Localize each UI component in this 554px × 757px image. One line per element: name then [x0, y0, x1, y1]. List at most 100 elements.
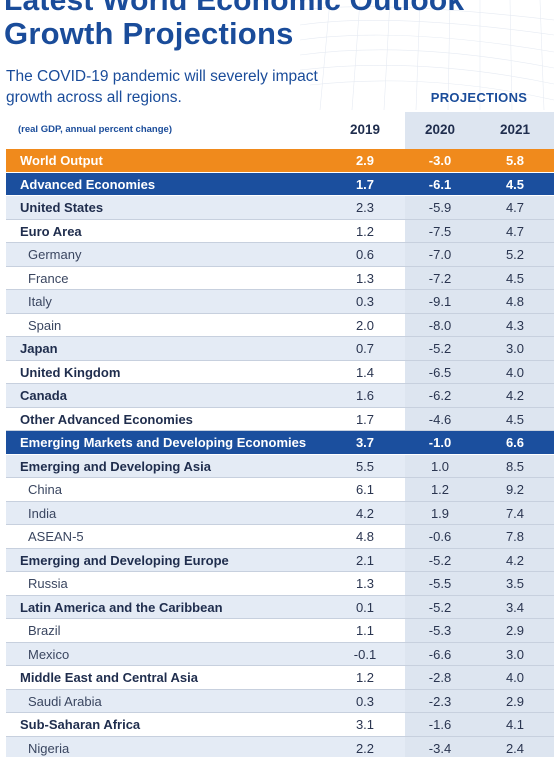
row-label: India [28, 505, 57, 521]
value-2020: -6.6 [428, 646, 452, 662]
value-2019: 0.6 [355, 247, 375, 262]
row-label: Nigeria [28, 740, 70, 756]
row-label: Sub-Saharan Africa [20, 717, 141, 732]
value-2021: 4.5 [505, 176, 525, 192]
value-2019: 1.6 [355, 388, 375, 403]
value-2020: -5.9 [428, 200, 452, 215]
row-label: Brazil [28, 623, 61, 638]
table-row: Latin America and the Caribbean 0.1 -5.2 3.… [6, 595, 554, 619]
table-row: Mexico -0.1 -6.6 3.0 [6, 642, 554, 666]
value-2021: 6.6 [505, 435, 525, 450]
value-2020: -7.2 [428, 270, 452, 286]
row-label: Saudi Arabia [28, 693, 102, 709]
value-2021: 2.9 [505, 693, 525, 709]
value-2019: 1.4 [355, 364, 375, 380]
table-row: World Output 2.9 -3.0 5.8 [6, 149, 554, 173]
value-2020: -8.0 [428, 317, 452, 333]
table-row: United Kingdom 1.4 -6.5 4.0 [6, 361, 554, 384]
row-label: Middle East and Central Asia [20, 670, 198, 685]
value-2021: 2.4 [505, 740, 525, 756]
value-2021: 3.4 [505, 599, 525, 615]
subtitle: The COVID-19 pandemic will severely impa… [6, 68, 318, 106]
column-header-2020: 2020 [424, 122, 456, 137]
value-2019: 1.7 [355, 176, 375, 192]
value-2020: -7.0 [428, 247, 452, 262]
value-2019: 4.2 [355, 505, 375, 521]
value-2020: -6.5 [428, 364, 452, 380]
value-2020: 1.9 [430, 505, 450, 521]
row-label: Emerging Markets and Developing Economie… [20, 435, 307, 450]
row-label: Mexico [28, 646, 70, 662]
value-2019: 2.3 [355, 200, 375, 215]
value-2019: 1.2 [355, 223, 375, 239]
value-2019: 2.0 [355, 317, 375, 333]
title-line-1: Latest World Economic Outlook [4, 0, 465, 17]
row-label: World Output [20, 153, 103, 168]
value-2019: 1.3 [355, 270, 375, 286]
value-2020: -6.1 [428, 176, 452, 192]
value-2019: 6.1 [355, 482, 375, 497]
value-2021: 9.2 [505, 482, 525, 497]
value-2020: -4.6 [428, 411, 452, 427]
table-row: Russia 1.3 -5.5 3.5 [6, 572, 554, 596]
value-2019: 1.3 [355, 576, 375, 591]
value-2019: 2.2 [355, 740, 375, 756]
value-2021: 4.3 [505, 317, 525, 333]
value-2019: 1.2 [355, 670, 375, 685]
value-2021: 3.0 [505, 646, 525, 662]
table-row: Spain 2.0 -8.0 4.3 [6, 314, 554, 337]
table-row: Japan 0.7 -5.2 3.0 [6, 337, 554, 361]
table-row: Germany 0.6 -7.0 5.2 [6, 243, 554, 267]
value-2019: 2.9 [355, 153, 375, 168]
value-2019: 3.7 [355, 435, 375, 450]
value-2020: -1.0 [428, 435, 452, 450]
table-row: Saudi Arabia 0.3 -2.3 2.9 [6, 689, 554, 713]
value-2019: 1.1 [355, 623, 375, 638]
row-label: Euro Area [20, 223, 82, 239]
value-2021: 4.2 [505, 388, 525, 403]
row-label: Japan [20, 341, 58, 356]
row-label: Advanced Economies [20, 176, 156, 192]
table-row: Advanced Economies 1.7 -6.1 4.5 [6, 172, 554, 196]
table-row: Sub-Saharan Africa 3.1 -1.6 4.1 [6, 713, 554, 737]
value-2020: -5.2 [428, 552, 452, 568]
value-2020: -0.6 [428, 529, 452, 544]
row-label: Russia [28, 576, 68, 591]
value-2021: 8.5 [505, 458, 525, 474]
value-2021: 5.2 [505, 247, 525, 262]
value-2021: 4.8 [505, 294, 525, 309]
value-2020: -1.6 [428, 717, 452, 732]
value-2020: -5.3 [428, 623, 452, 638]
value-2019: -0.1 [353, 646, 377, 662]
value-2019: 2.1 [355, 552, 375, 568]
value-2019: 0.3 [355, 693, 375, 709]
table-row: Euro Area 1.2 -7.5 4.7 [6, 220, 554, 243]
value-2021: 4.0 [505, 364, 525, 380]
value-2020: -5.5 [428, 576, 452, 591]
value-2021: 4.7 [505, 223, 525, 239]
value-2019: 0.3 [355, 294, 375, 309]
table-row: Other Advanced Economies 1.7 -4.6 4.5 [6, 408, 554, 431]
table-row: Italy 0.3 -9.1 4.8 [6, 290, 554, 314]
row-label: Emerging and Developing Asia [20, 458, 211, 474]
row-label: Canada [20, 388, 67, 403]
unit-note: (real GDP, annual percent change) [18, 124, 172, 135]
background-mesh-graphic [299, 0, 554, 111]
table-row: Emerging and Developing Asia 5.5 1.0 8.5 [6, 454, 554, 478]
table-row: Middle East and Central Asia 1.2 -2.8 4.0 [6, 666, 554, 690]
table-row: India 4.2 1.9 7.4 [6, 501, 554, 525]
column-header-2021: 2021 [499, 122, 531, 137]
row-label: Italy [28, 294, 52, 309]
value-2021: 4.5 [505, 411, 525, 427]
row-label: Emerging and Developing Europe [20, 552, 229, 568]
table-row: Brazil 1.1 -5.3 2.9 [6, 619, 554, 643]
value-2021: 4.1 [505, 717, 525, 732]
table-row: ASEAN-5 4.8 -0.6 7.8 [6, 525, 554, 549]
growth-table: World Output 2.9 -3.0 5.8 Advanced Economies… [6, 149, 554, 757]
value-2019: 5.5 [355, 458, 375, 474]
table-row: Emerging and Developing Europe 2.1 -5.2 4.2 [6, 548, 554, 572]
value-2020: -2.3 [428, 693, 452, 709]
table-row: Nigeria 2.2 -3.4 2.4 [6, 736, 554, 757]
value-2020: -3.0 [428, 153, 452, 168]
value-2019: 3.1 [355, 717, 375, 732]
